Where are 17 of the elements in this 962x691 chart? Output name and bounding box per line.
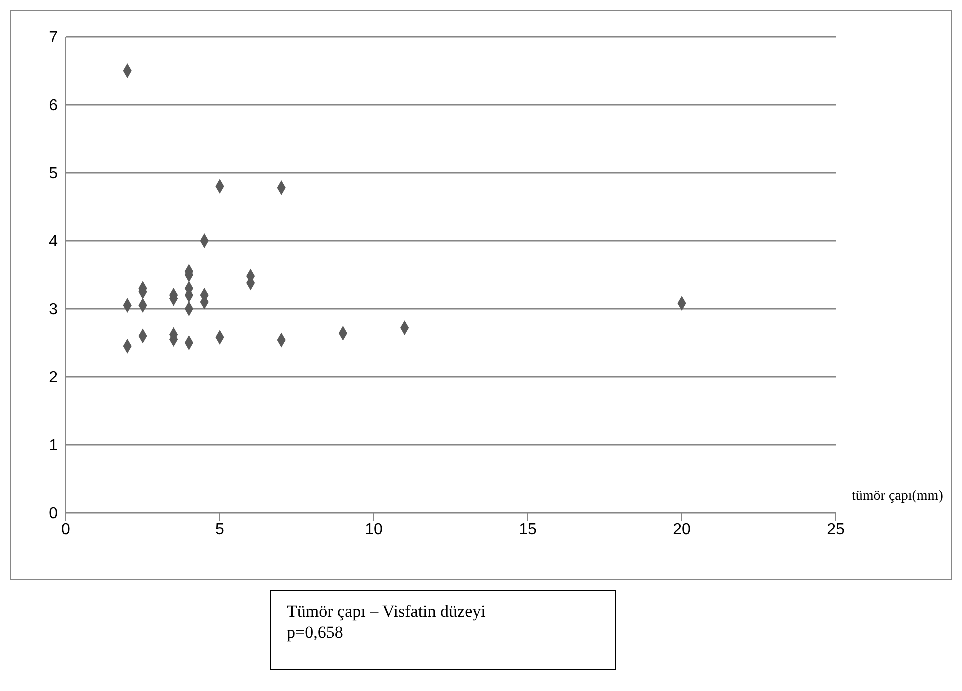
y-tick-label: 0 — [49, 506, 58, 523]
y-tick-label: 1 — [49, 438, 58, 455]
x-tick-label: 10 — [365, 521, 383, 538]
text: p=0,658 — [287, 622, 344, 643]
x-tick-label: 5 — [216, 521, 225, 538]
y-tick-label: 7 — [49, 30, 58, 47]
x-tick-label: 25 — [827, 521, 845, 538]
y-tick-label: 6 — [49, 98, 58, 115]
x-axis-title: tümör çapı(mm) — [852, 488, 944, 506]
x-tick-label: 15 — [519, 521, 537, 538]
x-tick-label: 0 — [62, 521, 71, 538]
y-tick-label: 3 — [49, 302, 58, 319]
y-tick-label: 4 — [49, 234, 58, 251]
y-tick-label: 5 — [49, 166, 58, 183]
y-tick-label: 2 — [49, 370, 58, 387]
text: Tümör çapı – Visfatin düzeyi — [287, 601, 487, 622]
x-tick-label: 20 — [673, 521, 691, 538]
